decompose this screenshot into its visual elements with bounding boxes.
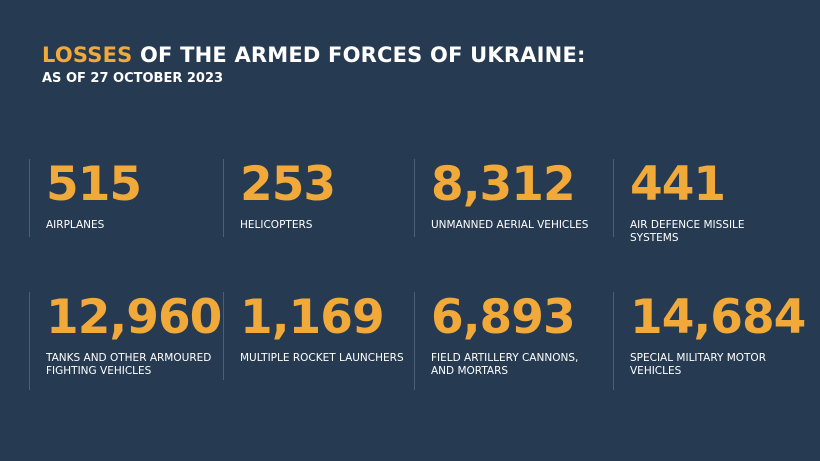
stat-value: 12,960 bbox=[46, 290, 222, 345]
title-rest: OF THE ARMED FORCES OF UKRAINE: bbox=[139, 43, 586, 67]
stat-helicopters: 253 HELICOPTERS bbox=[223, 159, 413, 237]
stat-value: 253 bbox=[240, 157, 336, 212]
stat-label: AIRPLANES bbox=[46, 219, 105, 231]
stat-label: FIELD ARTILLERY CANNONS, AND MORTARS bbox=[431, 352, 579, 377]
stat-label: UNMANNED AERIAL VEHICLES bbox=[431, 219, 589, 231]
stat-tanks: 12,960 TANKS AND OTHER ARMOURED FIGHTING … bbox=[29, 290, 222, 390]
stat-artillery: 6,893 FIELD ARTILLERY CANNONS, AND MORTAR… bbox=[414, 292, 609, 390]
stat-label: MULTIPLE ROCKET LAUNCHERS bbox=[240, 352, 404, 364]
stat-air-defence: 441 AIR DEFENCE MISSILE SYSTEMS bbox=[613, 157, 813, 244]
page-title: LOSSES OF THE ARMED FORCES OF UKRAINE: bbox=[42, 43, 586, 67]
stat-uav: 8,312 UNMANNED AERIAL VEHICLES bbox=[414, 159, 609, 237]
stat-airplanes: 515 AIRPLANES bbox=[29, 159, 219, 237]
stat-value: 1,169 bbox=[240, 290, 385, 345]
stat-value: 6,893 bbox=[431, 290, 576, 345]
stat-label: SPECIAL MILITARY MOTOR VEHICLES bbox=[630, 352, 766, 377]
stat-value: 14,684 bbox=[630, 290, 806, 345]
stat-label: TANKS AND OTHER ARMOURED FIGHTING VEHICLE… bbox=[46, 352, 212, 377]
stat-label: AIR DEFENCE MISSILE SYSTEMS bbox=[630, 219, 745, 244]
stat-value: 441 bbox=[630, 157, 726, 212]
stat-value: 515 bbox=[46, 157, 142, 212]
stat-label: HELICOPTERS bbox=[240, 219, 313, 231]
stat-mlrs: 1,169 MULTIPLE ROCKET LAUNCHERS bbox=[223, 292, 413, 380]
page-subtitle: AS OF 27 OCTOBER 2023 bbox=[42, 71, 224, 86]
stat-motor-vehicles: 14,684 SPECIAL MILITARY MOTOR VEHICLES bbox=[613, 292, 818, 390]
title-accent: LOSSES bbox=[42, 43, 133, 67]
stat-value: 8,312 bbox=[431, 157, 576, 212]
